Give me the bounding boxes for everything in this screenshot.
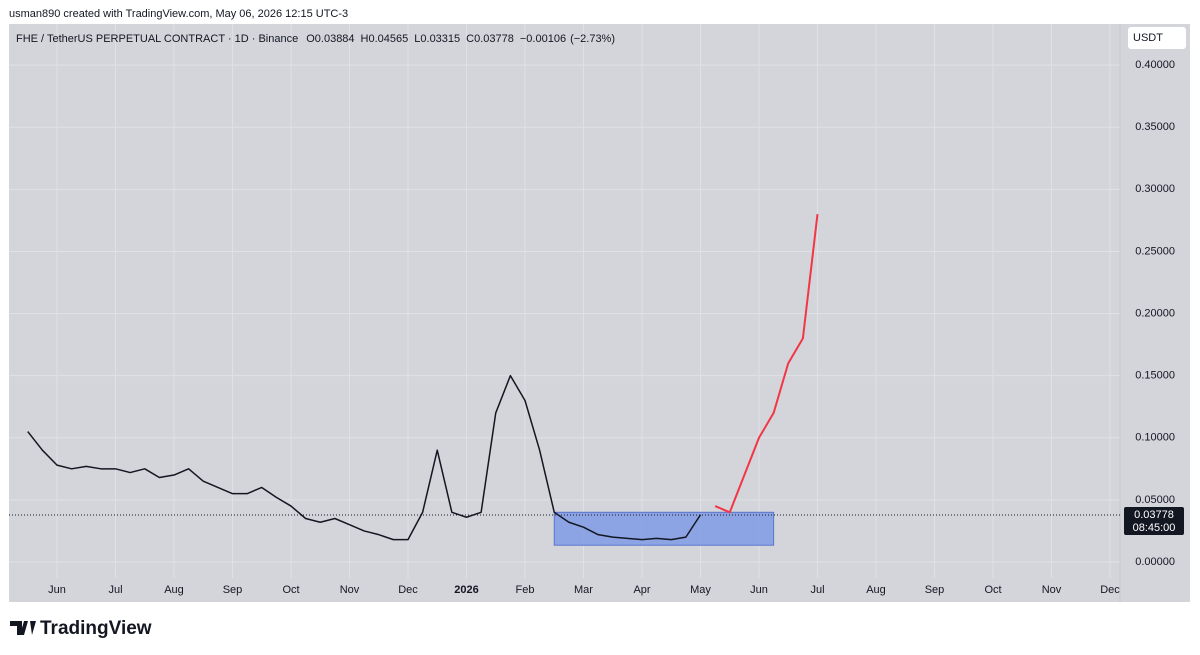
- currency-box[interactable]: [1128, 27, 1186, 49]
- x-tick-label: Feb: [516, 584, 535, 596]
- y-tick-label: 0.25000: [1135, 245, 1175, 257]
- y-tick-label: 0.15000: [1135, 370, 1175, 382]
- x-tick-label: Jul: [810, 584, 824, 596]
- plot: 0.00000 0.05000 0.10000 0.15000 0.20000 0.250…: [9, 24, 1175, 596]
- x-tick-label: Dec: [1100, 584, 1120, 596]
- logo: TradingView: [10, 618, 152, 639]
- series-line: [27, 374, 702, 541]
- header: usman890 created with TradingView.com, M…: [9, 8, 348, 20]
- x-tick-label: 2026: [454, 584, 478, 596]
- x-tick-label: Oct: [282, 584, 299, 596]
- y-tick-label: 0.35000: [1135, 121, 1175, 133]
- price-tag: [1124, 507, 1184, 536]
- currency[interactable]: USDT: [1133, 32, 1163, 44]
- logo-text: TradingView: [40, 618, 152, 639]
- symbol-legend: FHE / TetherUS PERPETUAL CONTRACT · 1D ·…: [16, 33, 615, 45]
- logo-icon: [10, 621, 36, 635]
- x-tick-label: Aug: [164, 584, 184, 596]
- series-line: [714, 214, 819, 514]
- ohlc-name: C: [466, 33, 474, 45]
- x-tick-label: Oct: [984, 584, 1001, 596]
- ohlc-value: 0.03884: [315, 33, 355, 45]
- y-tick-label: 0.30000: [1135, 183, 1175, 195]
- x-tick-label: Sep: [223, 584, 243, 596]
- change: −0.00106: [520, 33, 566, 45]
- x-tick-label: Sep: [925, 584, 945, 596]
- ohlc-value: 0.03778: [474, 33, 514, 45]
- price-tag-value: 0.03778: [1134, 509, 1174, 521]
- ohlc-value: 0.03315: [420, 33, 460, 45]
- x-tick-label: Mar: [574, 584, 593, 596]
- price-tag-countdown: 08:45:00: [1133, 522, 1176, 534]
- x-tick-label: May: [690, 584, 711, 596]
- y-tick-label: 0.00000: [1135, 556, 1175, 568]
- x-tick-label: Dec: [398, 584, 418, 596]
- symbol: FHE / TetherUS PERPETUAL CONTRACT · 1D ·…: [16, 33, 298, 45]
- y-tick-label: 0.05000: [1135, 494, 1175, 506]
- ohlc-name: O: [306, 33, 315, 45]
- ohlc-name: H: [361, 33, 369, 45]
- y-tick-label: 0.40000: [1135, 59, 1175, 71]
- x-tick-label: Apr: [633, 584, 650, 596]
- x-tick-label: Jun: [750, 584, 768, 596]
- y-tick-label: 0.20000: [1135, 307, 1175, 319]
- x-tick-label: Nov: [340, 584, 360, 596]
- x-tick-label: Nov: [1042, 584, 1062, 596]
- x-tick-label: Jul: [108, 584, 122, 596]
- y-tick-label: 0.10000: [1135, 432, 1175, 444]
- x-tick-label: Jun: [48, 584, 66, 596]
- ohlc-value: 0.04565: [369, 33, 409, 45]
- change-pct: (−2.73%): [570, 33, 615, 45]
- x-tick-label: Aug: [866, 584, 886, 596]
- ohlc-name: L: [414, 33, 420, 45]
